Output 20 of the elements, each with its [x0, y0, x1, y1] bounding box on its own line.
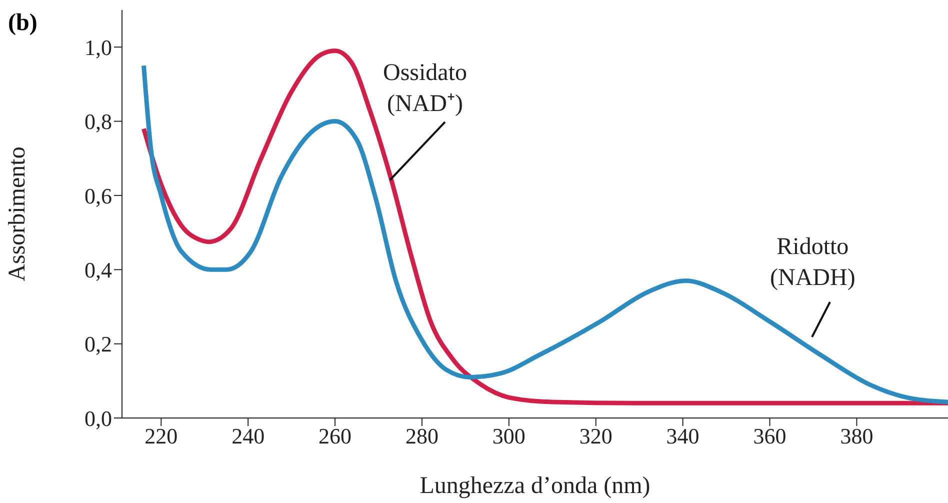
y-tick-label: 0,4 [84, 257, 112, 282]
x-axis-title: Lunghezza d’onda (nm) [420, 473, 650, 499]
y-tick-label: 0,0 [84, 406, 112, 431]
x-tick-label: 360 [753, 424, 786, 449]
series-label: Ridotto (NADH) [770, 233, 856, 293]
x-tick-label: 300 [492, 424, 526, 449]
y-tick-label: 0,2 [84, 332, 112, 357]
x-tick-label: 240 [232, 424, 265, 449]
y-tick-label: 0,6 [84, 183, 112, 208]
x-tick-label: 260 [318, 424, 352, 449]
x-tick-label: 220 [144, 424, 178, 449]
x-tick-label: 280 [405, 424, 438, 449]
y-tick-label: 1,0 [84, 34, 112, 60]
x-tick-label: 340 [666, 424, 700, 449]
x-tick-label: 380 [840, 424, 874, 449]
text: (b) [8, 10, 38, 37]
y-axis-title: Assorbimento [4, 146, 31, 282]
series-label: Ossidato (NAD⁺) [383, 59, 467, 119]
y-tick-label: 0,8 [84, 109, 112, 134]
x-tick-label: 320 [579, 424, 612, 449]
